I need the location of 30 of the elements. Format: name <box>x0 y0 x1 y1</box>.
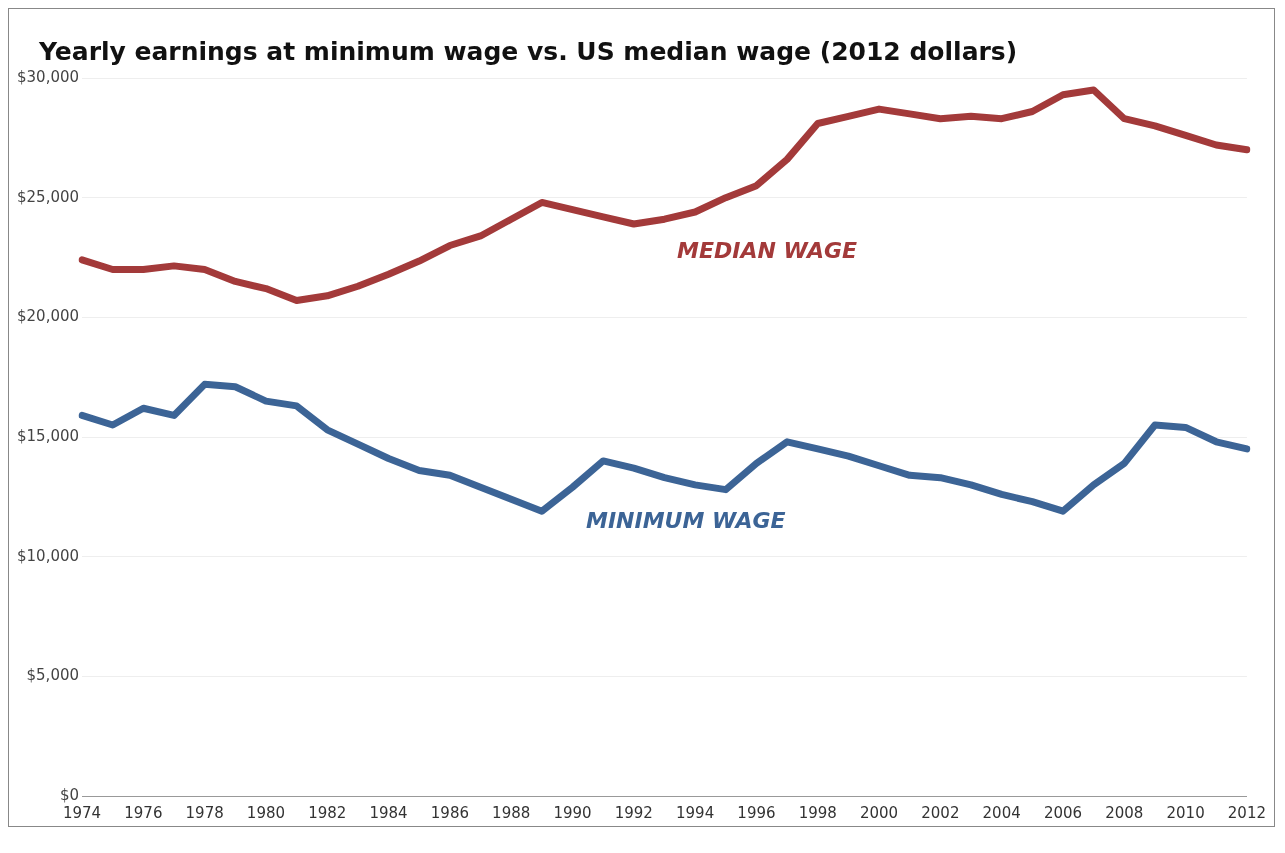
x-tick-label: 1976 <box>124 803 163 822</box>
y-tick-label: $0 <box>59 785 80 804</box>
x-tick-label: 1994 <box>676 803 715 822</box>
series-label: MINIMUM WAGE <box>585 508 786 534</box>
x-tick-label: 1982 <box>308 803 347 822</box>
x-tick-label: 2006 <box>1043 803 1083 822</box>
x-tick-label: 2010 <box>1166 803 1205 822</box>
x-tick-label: 1998 <box>798 803 837 822</box>
x-tick-label: 1990 <box>553 803 592 822</box>
x-tick-label: 2004 <box>982 803 1021 822</box>
chart-title: Yearly earnings at minimum wage vs. US median wage (2012 dollars) <box>38 36 1019 66</box>
x-tick-label: 1988 <box>492 803 531 822</box>
x-tick-label: 2008 <box>1105 803 1144 822</box>
x-tick-label: 1996 <box>737 803 776 822</box>
y-tick-label: $5,000 <box>26 666 80 685</box>
x-tick-label: 1978 <box>185 803 224 822</box>
series-label: MEDIAN WAGE <box>677 237 858 263</box>
y-tick-label: $20,000 <box>17 307 80 326</box>
x-tick-label: 2000 <box>859 803 899 822</box>
x-tick-label: 2012 <box>1227 803 1267 822</box>
x-tick-label: 1992 <box>614 803 653 822</box>
x-tick-label: 1986 <box>430 803 469 822</box>
x-tick-label: 1984 <box>369 803 408 822</box>
y-tick-label: $10,000 <box>17 546 80 565</box>
y-tick-label: $15,000 <box>17 426 80 445</box>
y-tick-label: $30,000 <box>17 67 80 86</box>
x-tick-label: 2002 <box>921 803 960 822</box>
x-tick-label: 1980 <box>246 803 286 822</box>
x-tick-label: 1974 <box>62 803 102 822</box>
y-tick-label: $25,000 <box>17 187 80 206</box>
